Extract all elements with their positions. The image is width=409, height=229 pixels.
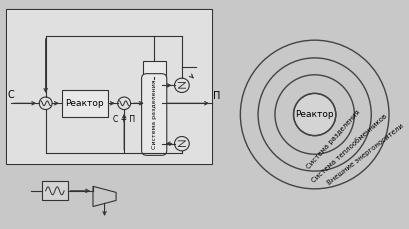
Text: Система теплообменников: Система теплообменников xyxy=(310,113,387,183)
Text: Реактор: Реактор xyxy=(65,99,104,108)
FancyBboxPatch shape xyxy=(142,61,165,77)
Text: Реактор: Реактор xyxy=(294,110,333,119)
FancyBboxPatch shape xyxy=(42,181,67,200)
FancyBboxPatch shape xyxy=(7,10,210,163)
Text: С: С xyxy=(7,90,14,100)
FancyBboxPatch shape xyxy=(62,90,108,117)
Text: Система разделения: Система разделения xyxy=(151,80,156,149)
Text: С + П: С + П xyxy=(113,115,135,124)
Text: Внешние энергоносители: Внешние энергоносители xyxy=(325,123,404,185)
FancyBboxPatch shape xyxy=(7,9,211,164)
FancyBboxPatch shape xyxy=(141,74,166,155)
Text: Система разделения: Система разделения xyxy=(305,109,361,170)
Circle shape xyxy=(293,93,335,136)
Text: П: П xyxy=(213,91,220,101)
